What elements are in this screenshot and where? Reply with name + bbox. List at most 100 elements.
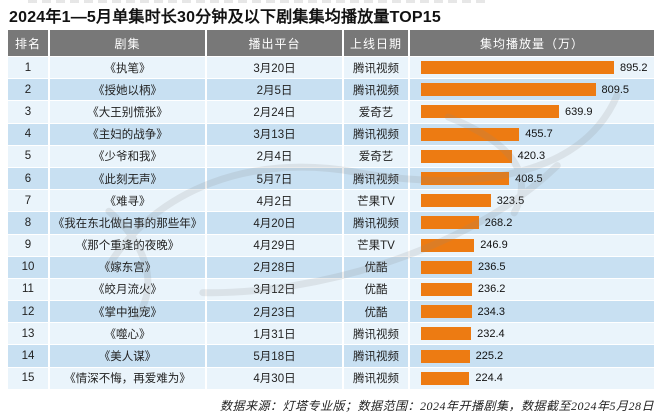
- date-cell: 2月24日: [207, 101, 342, 123]
- platform-cell: 腾讯视频: [344, 167, 408, 190]
- drama-title-cell: 《大王别慌张》: [50, 101, 205, 123]
- value-cell: 225.2: [410, 345, 654, 367]
- bar-value-label: 408.5: [515, 172, 543, 185]
- table-row: 5 《少爷和我》 2月4日 爱奇艺 420.3: [8, 145, 654, 167]
- drama-title-cell: 《执笔》: [50, 57, 205, 79]
- bar-value-label: 895.2: [620, 61, 648, 74]
- value-cell: 455.7: [410, 123, 654, 145]
- value-cell: 420.3: [410, 145, 654, 167]
- value-bar: [421, 105, 559, 119]
- value-bar: [421, 349, 470, 363]
- drama-title-cell: 《此刻无声》: [50, 167, 205, 190]
- table-row: 2 《授她以柄》 2月5日 腾讯视频 809.5: [8, 79, 654, 101]
- table-row: 4 《主妇的战争》 3月13日 腾讯视频 455.7: [8, 123, 654, 145]
- value-cell: 809.5: [410, 79, 654, 101]
- platform-cell: 腾讯视频: [344, 323, 408, 345]
- date-cell: 3月13日: [207, 123, 342, 145]
- date-cell: 2月23日: [207, 301, 342, 323]
- table-row: 15 《情深不悔，再爱难为》 4月30日 腾讯视频 224.4: [8, 367, 654, 389]
- table-row: 9 《那个重逢的夜晚》 4月29日 芒果TV 246.9: [8, 234, 654, 256]
- table-row: 13 《噬心》 1月31日 腾讯视频 232.4: [8, 323, 654, 345]
- table-row: 11 《皎月流火》 3月12日 优酷 236.2: [8, 278, 654, 301]
- value-cell: 232.4: [410, 323, 654, 345]
- date-cell: 4月29日: [207, 234, 342, 256]
- table-row: 12 《掌中独宠》 2月23日 优酷 234.3: [8, 301, 654, 323]
- value-bar: [421, 282, 472, 296]
- rank-cell: 15: [8, 367, 48, 389]
- platform-cell: 优酷: [344, 256, 408, 278]
- value-cell: 236.2: [410, 278, 654, 301]
- drama-title-cell: 《噬心》: [50, 323, 205, 345]
- date-cell: 3月12日: [207, 278, 342, 301]
- rank-cell: 3: [8, 101, 48, 123]
- date-cell: 1月31日: [207, 323, 342, 345]
- date-cell: 5月7日: [207, 167, 342, 190]
- value-cell: 234.3: [410, 301, 654, 323]
- data-source-note: 数据来源：灯塔专业版；数据范围：2024年开播剧集，数据截至2024年5月28日: [219, 399, 654, 413]
- date-cell: 2月5日: [207, 79, 342, 101]
- platform-cell: 腾讯视频: [344, 57, 408, 79]
- platform-cell: 腾讯视频: [344, 367, 408, 389]
- value-bar: [421, 216, 479, 230]
- value-bar: [421, 149, 512, 163]
- value-bar: [421, 127, 520, 141]
- platform-cell: 腾讯视频: [344, 345, 408, 367]
- value-bar: [421, 83, 596, 97]
- drama-title-cell: 《少爷和我》: [50, 145, 205, 167]
- drama-title-cell: 《授她以柄》: [50, 79, 205, 101]
- rank-cell: 8: [8, 212, 48, 234]
- cropped-text-artifact: [28, 0, 490, 3]
- drama-title-cell: 《主妇的战争》: [50, 123, 205, 145]
- value-cell: 323.5: [410, 190, 654, 212]
- value-bar: [421, 371, 470, 385]
- bar-value-label: 236.2: [477, 283, 506, 296]
- drama-title-cell: 《嫁东宫》: [50, 256, 205, 278]
- date-cell: 4月2日: [207, 190, 342, 212]
- platform-cell: 芒果TV: [344, 190, 408, 212]
- platform-cell: 腾讯视频: [344, 123, 408, 145]
- table-row: 6 《此刻无声》 5月7日 腾讯视频 408.5: [8, 167, 654, 190]
- bar-value-label: 232.4: [477, 327, 505, 340]
- value-bar: [421, 194, 491, 208]
- table-row: 10 《嫁东宫》 2月28日 优酷 236.5: [8, 256, 654, 278]
- value-cell: 408.5: [410, 167, 654, 190]
- bar-value-label: 639.9: [565, 105, 593, 118]
- bar-value-label: 323.5: [496, 194, 525, 207]
- drama-title-cell: 《掌中独宠》: [50, 301, 205, 323]
- rank-cell: 1: [8, 57, 48, 79]
- rank-cell: 11: [8, 278, 48, 301]
- rank-cell: 9: [8, 234, 48, 256]
- date-cell: 4月20日: [207, 212, 342, 234]
- bar-value-label: 234.3: [477, 305, 506, 318]
- ranking-table: 排名 剧集 播出平台 上线日期 集均播放量（万） 1 《执笔》 3月20日 腾讯…: [8, 30, 654, 390]
- bar-value-label: 225.2: [475, 350, 504, 363]
- date-cell: 5月18日: [207, 345, 342, 367]
- table-body: 1 《执笔》 3月20日 腾讯视频 895.2 2 《授她以柄》 2月5日 腾讯…: [8, 57, 654, 389]
- rank-cell: 14: [8, 345, 48, 367]
- header-value: 集均播放量（万）: [410, 30, 654, 56]
- platform-cell: 腾讯视频: [344, 79, 408, 101]
- rank-cell: 4: [8, 123, 48, 145]
- table-row: 1 《执笔》 3月20日 腾讯视频 895.2: [8, 57, 654, 79]
- value-bar: [421, 172, 510, 186]
- drama-title-cell: 《美人谋》: [50, 345, 205, 367]
- drama-title-cell: 《难寻》: [50, 190, 205, 212]
- drama-title-cell: 《皎月流火》: [50, 278, 205, 301]
- bar-value-label: 246.9: [480, 239, 508, 252]
- rank-cell: 10: [8, 256, 48, 278]
- platform-cell: 优酷: [344, 278, 408, 301]
- drama-title-cell: 《情深不悔，再爱难为》: [50, 367, 205, 389]
- table-row: 8 《我在东北做白事的那些年》 4月20日 腾讯视频 268.2: [8, 212, 654, 234]
- page-title: 2024年1—5月单集时长30分钟及以下剧集集均播放量TOP15: [9, 9, 441, 26]
- rank-cell: 12: [8, 301, 48, 323]
- rank-cell: 7: [8, 190, 48, 212]
- value-cell: 895.2: [410, 57, 654, 79]
- date-cell: 3月20日: [207, 57, 342, 79]
- bar-value-label: 420.3: [517, 150, 546, 163]
- rank-cell: 5: [8, 145, 48, 167]
- table-row: 3 《大王别慌张》 2月24日 爱奇艺 639.9: [8, 101, 654, 123]
- platform-cell: 芒果TV: [344, 234, 408, 256]
- value-cell: 268.2: [410, 212, 654, 234]
- bar-value-label: 268.2: [484, 216, 513, 229]
- platform-cell: 爱奇艺: [344, 145, 408, 167]
